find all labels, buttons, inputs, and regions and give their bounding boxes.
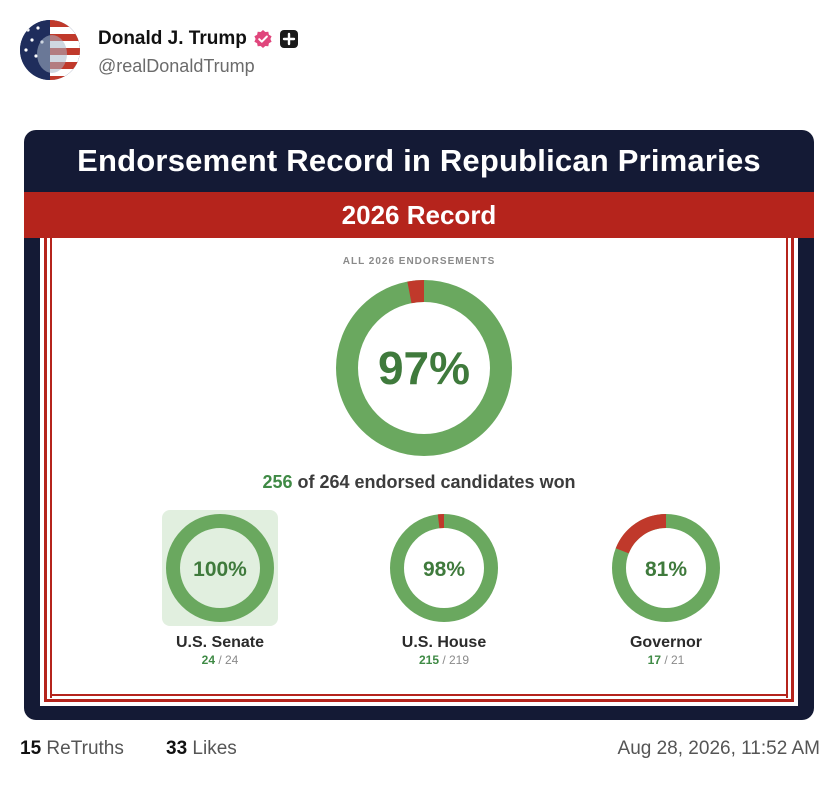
senate-label: U.S. Senate: [175, 634, 265, 651]
governor-donut-loss-arc: [615, 514, 667, 554]
author-block: Donald J. Trump @realDonaldTrump: [98, 26, 299, 77]
author-name-row: Donald J. Trump: [98, 26, 299, 52]
category-us-senate: 100% U.S. Senate 24 / 24: [150, 510, 290, 667]
governor-donut-chart: 81%: [612, 514, 720, 622]
overall-summary: 256 of 264 endorsed candidates won: [40, 472, 798, 493]
frame-bottom-inner-line: [50, 694, 788, 696]
overall-donut-chart: 97%: [336, 280, 512, 456]
house-total-count: / 219: [439, 653, 470, 667]
governor-won-count: 17: [647, 653, 661, 667]
frame-left-line: [44, 238, 47, 702]
avatar-flag-portrait-icon: [20, 20, 80, 80]
overall-donut-loss-arc: [407, 280, 425, 304]
category-governor: 81% Governor 17 / 21: [596, 510, 736, 667]
house-donut-chart: 98%: [390, 514, 498, 622]
senate-total-count: / 24: [215, 653, 239, 667]
post-timestamp[interactable]: Aug 28, 2026, 11:52 AM: [617, 738, 820, 759]
results-panel: ALL 2026 ENDORSEMENTS 97% 256 of 264 end…: [40, 238, 798, 706]
house-percent-label: 98%: [423, 558, 465, 581]
endorsements-caption: ALL 2026 ENDORSEMENTS: [342, 256, 496, 267]
senate-count: 24 / 24: [150, 653, 290, 667]
governor-total-count: / 21: [661, 653, 685, 667]
senate-won-count: 24: [201, 653, 215, 667]
verified-badge-icon: [253, 29, 273, 49]
governor-label: Governor: [629, 634, 702, 651]
overall-summary-text: of 264 endorsed candidates won: [292, 472, 576, 492]
likes-label: Likes: [192, 738, 237, 759]
frame-bottom-line: [44, 699, 794, 702]
graphic-subtitle: 2026 Record: [24, 192, 814, 238]
likes-count: 33: [166, 738, 188, 759]
house-label: U.S. House: [401, 634, 487, 651]
senate-donut-chart: 100%: [166, 514, 274, 622]
graphic-title: Endorsement Record in Republican Primari…: [77, 143, 761, 178]
retruths-link[interactable]: 15 ReTruths: [20, 738, 124, 760]
post-image[interactable]: Endorsement Record in Republican Primari…: [24, 130, 814, 720]
senate-donut-win-arc: [166, 514, 274, 622]
retruths-label: ReTruths: [46, 738, 124, 759]
overall-percent-label: 97%: [378, 342, 470, 394]
post-footer: 15 ReTruths 33 Likes Aug 28, 2026, 11:52…: [20, 738, 820, 768]
post-header: Donald J. Trump @realDonaldTrump: [20, 20, 820, 82]
house-count: 215 / 219: [374, 653, 514, 667]
author-handle[interactable]: @realDonaldTrump: [98, 56, 255, 76]
author-name[interactable]: Donald J. Trump: [98, 28, 247, 49]
senate-percent-label: 100%: [193, 558, 247, 581]
category-us-house: 98% U.S. House 215 / 219: [374, 510, 514, 667]
plus-square-icon[interactable]: [279, 29, 299, 49]
avatar[interactable]: [20, 20, 80, 80]
likes-link[interactable]: 33 Likes: [166, 738, 237, 760]
frame-right-line: [791, 238, 794, 702]
frame-left-inner-line: [50, 238, 52, 698]
governor-percent-label: 81%: [645, 558, 687, 581]
house-won-count: 215: [418, 653, 439, 667]
category-highlight: [162, 510, 278, 626]
overall-won-count: 256: [262, 472, 293, 492]
governor-count: 17 / 21: [596, 653, 736, 667]
retruths-count: 15: [20, 738, 42, 759]
frame-right-inner-line: [786, 238, 788, 698]
